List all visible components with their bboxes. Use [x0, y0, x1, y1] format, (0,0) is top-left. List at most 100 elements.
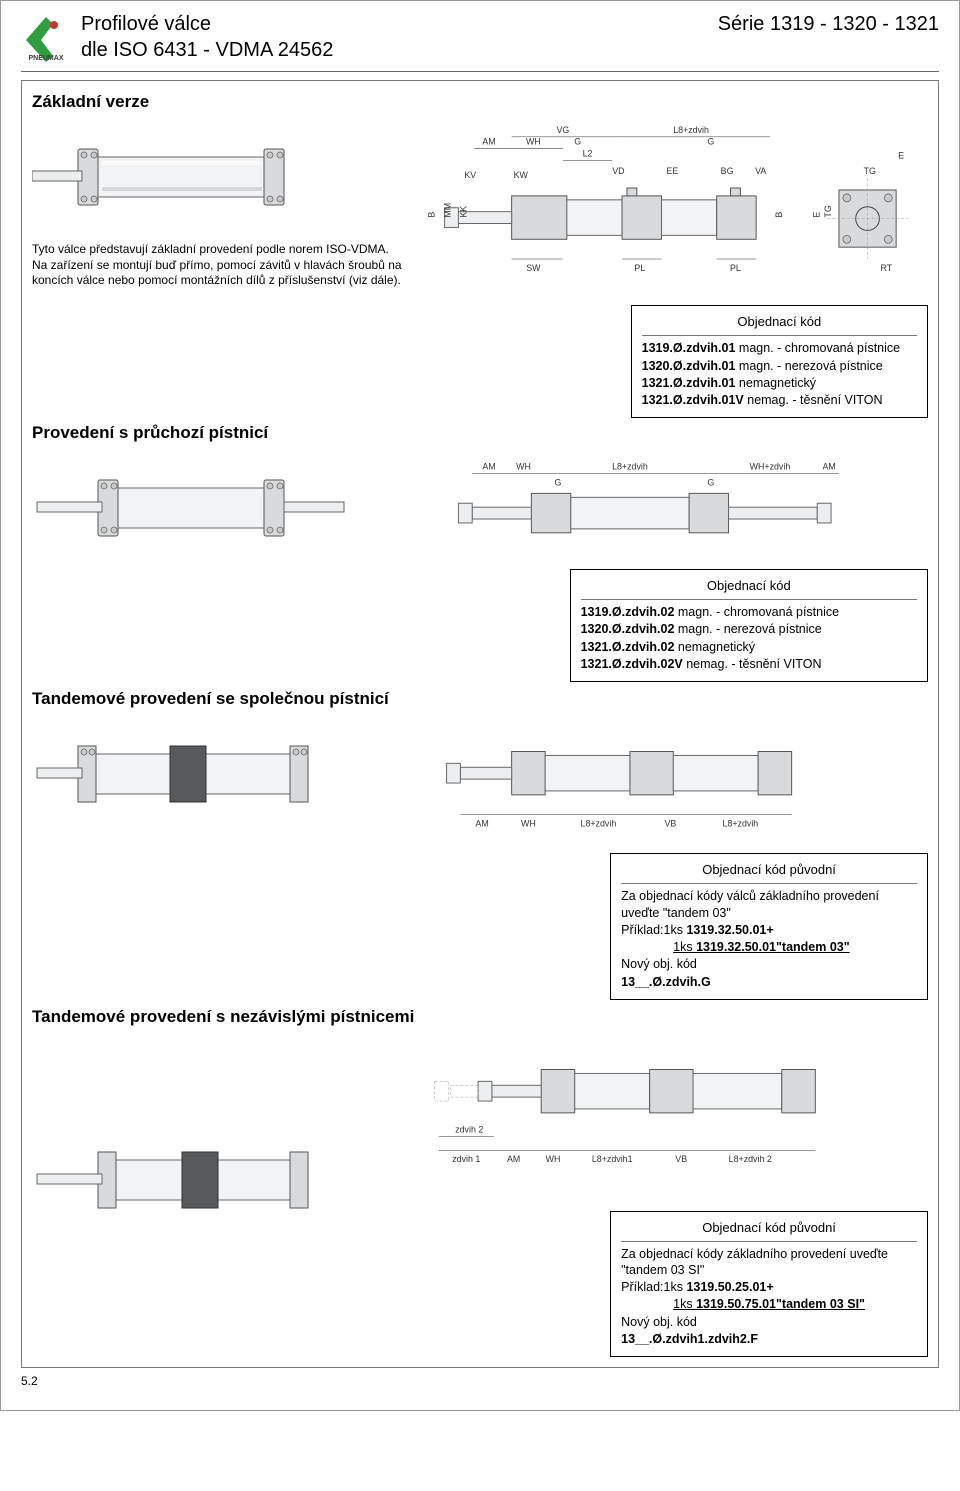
- code-3: 1321.Ø.zdvih.01: [642, 376, 736, 390]
- svg-text:WH: WH: [521, 819, 536, 829]
- svg-text:G: G: [575, 137, 582, 147]
- code-3: 1321.Ø.zdvih.02: [581, 640, 675, 654]
- svg-text:VD: VD: [612, 166, 624, 176]
- order-title: Objednací kód původní: [621, 862, 917, 884]
- new-label: Nový obj. kód: [621, 956, 917, 972]
- header-titles: Profilové válce dle ISO 6431 - VDMA 2456…: [81, 11, 333, 63]
- svg-text:G: G: [708, 137, 715, 147]
- page-header: PNEUMAX Profilové válce dle ISO 6431 - V…: [21, 11, 939, 63]
- ex1: 1319.32.50.01+: [686, 923, 773, 937]
- svg-text:PNEUMAX: PNEUMAX: [28, 55, 63, 62]
- tandem-common-tech: AM WH L8+zdvih VB L8+zdvih: [415, 716, 928, 844]
- svg-text:AM: AM: [823, 462, 836, 472]
- tandem-indep-photo: [32, 1034, 403, 1357]
- series-label: Série 1319 - 1320 - 1321: [718, 11, 939, 37]
- desc-1: magn. - chromovaná pístnice: [735, 341, 900, 355]
- order-title: Objednací kód: [581, 578, 917, 600]
- code-2: 1320.Ø.zdvih.02: [581, 622, 675, 636]
- tandem-indep-row: zdvih 2 zdvih 1 AM WH L8+zdvih1 VB L8+zd…: [32, 1034, 928, 1357]
- basic-product-render: [32, 119, 352, 229]
- ex2a: 1ks: [673, 1297, 696, 1311]
- desc-1: magn. - chromovaná pístnice: [674, 605, 839, 619]
- svg-text:WH+zdvih: WH+zdvih: [750, 462, 791, 472]
- section-basic-title: Základní verze: [32, 91, 928, 113]
- new-label: Nový obj. kód: [621, 1314, 917, 1330]
- code-2: 1320.Ø.zdvih.01: [642, 359, 736, 373]
- new-code: 13__.Ø.zdvih1.zdvih2.F: [621, 1332, 758, 1346]
- tandem-common-drawing: AM WH L8+zdvih VB L8+zdvih Objednací kód…: [415, 716, 928, 999]
- order-title: Objednací kód původní: [621, 1220, 917, 1242]
- header-rule: [21, 71, 939, 72]
- through-product-render: [32, 450, 352, 560]
- svg-text:AM: AM: [476, 819, 489, 829]
- section-tandem-common-title: Tandemové provedení se společnou pístnic…: [32, 688, 928, 710]
- basic-row-1: Tyto válce představují základní proveden…: [32, 119, 928, 418]
- svg-text:VB: VB: [676, 1154, 688, 1164]
- svg-text:E: E: [812, 212, 822, 218]
- svg-text:MM: MM: [443, 203, 453, 218]
- desc-4: nemag. - těsnění VITON: [683, 657, 822, 671]
- svg-text:RT: RT: [881, 263, 893, 273]
- section-tandem-indep-title: Tandemové provedení s nezávislými pístni…: [32, 1006, 928, 1028]
- tandem-indep-tech: zdvih 2 zdvih 1 AM WH L8+zdvih1 VB L8+zd…: [415, 1034, 928, 1182]
- svg-text:WH: WH: [516, 462, 531, 472]
- code-1: 1319.Ø.zdvih.02: [581, 605, 675, 619]
- svg-text:AM: AM: [483, 462, 496, 472]
- svg-text:VG: VG: [557, 125, 570, 135]
- svg-text:KV: KV: [465, 170, 477, 180]
- title-line-2: dle ISO 6431 - VDMA 24562: [81, 37, 333, 63]
- tandem-common-render: [32, 716, 352, 826]
- page-number: 5.2: [21, 1374, 939, 1390]
- svg-text:AM: AM: [483, 137, 496, 147]
- through-drawing-col: AM WH G L8+zdvih G WH+zdvih AM: [415, 450, 928, 565]
- tandem-indep-render: [32, 1122, 352, 1232]
- basic-photo-col: Tyto válce představují základní proveden…: [32, 119, 403, 418]
- svg-text:L8+zdvih 2: L8+zdvih 2: [729, 1154, 772, 1164]
- svg-text:KK: KK: [459, 206, 469, 218]
- catalog-page: PNEUMAX Profilové válce dle ISO 6431 - V…: [0, 0, 960, 1411]
- basic-drawing-col: VG L8+zdvih AM WH G G L2 KV KW VD EE BG: [415, 119, 928, 418]
- through-row: AM WH G L8+zdvih G WH+zdvih AM: [32, 450, 928, 565]
- svg-text:EE: EE: [667, 166, 679, 176]
- svg-text:KW: KW: [514, 170, 529, 180]
- tandem-common-photo: [32, 716, 403, 999]
- svg-text:AM: AM: [507, 1154, 520, 1164]
- code-4: 1321.Ø.zdvih.01V: [642, 393, 744, 407]
- svg-text:SW: SW: [526, 263, 541, 273]
- header-left: PNEUMAX Profilové válce dle ISO 6431 - V…: [21, 11, 333, 63]
- order-pre: Za objednací kódy válců základního prove…: [621, 888, 917, 921]
- section-basic: Základní verze Tyto válce představují zá…: [21, 80, 939, 1368]
- svg-text:TG: TG: [864, 166, 876, 176]
- svg-text:PL: PL: [730, 263, 741, 273]
- svg-text:B: B: [774, 212, 784, 218]
- ex2b: 1319.50.75.01"tandem 03 SI": [696, 1297, 865, 1311]
- svg-text:L8+zdvih: L8+zdvih: [723, 819, 759, 829]
- svg-text:L2: L2: [583, 149, 593, 159]
- code-1: 1319.Ø.zdvih.01: [642, 341, 736, 355]
- svg-text:BG: BG: [721, 166, 734, 176]
- svg-text:WH: WH: [526, 137, 541, 147]
- svg-text:VA: VA: [755, 166, 766, 176]
- section-through-title: Provedení s průchozí pístnicí: [32, 422, 928, 444]
- svg-text:B: B: [427, 212, 437, 218]
- through-order-box: Objednací kód 1319.Ø.zdvih.02 magn. - ch…: [570, 569, 928, 682]
- desc-2: magn. - nerezová pístnice: [735, 359, 882, 373]
- desc-2: magn. - nerezová pístnice: [674, 622, 821, 636]
- basic-order-box: Objednací kód 1319.Ø.zdvih.01 magn. - ch…: [631, 305, 928, 418]
- svg-text:L8+zdvih: L8+zdvih: [612, 462, 648, 472]
- new-code: 13__.Ø.zdvih.G: [621, 975, 711, 989]
- tandem-indep-order: Objednací kód původní Za objednací kódy …: [610, 1211, 928, 1357]
- tandem-common-row: AM WH L8+zdvih VB L8+zdvih Objednací kód…: [32, 716, 928, 999]
- svg-text:G: G: [708, 478, 715, 488]
- svg-text:L8+zdvih: L8+zdvih: [581, 819, 617, 829]
- svg-text:zdvih 2: zdvih 2: [455, 1124, 483, 1134]
- order-pre: Za objednací kódy základního provedení u…: [621, 1246, 917, 1279]
- svg-text:zdvih 1: zdvih 1: [453, 1154, 481, 1164]
- ex2a: 1ks: [673, 940, 696, 954]
- through-tech-drawing: AM WH G L8+zdvih G WH+zdvih AM: [415, 450, 928, 549]
- code-4: 1321.Ø.zdvih.02V: [581, 657, 683, 671]
- through-photo-col: [32, 450, 403, 565]
- tandem-indep-drawing: zdvih 2 zdvih 1 AM WH L8+zdvih1 VB L8+zd…: [415, 1034, 928, 1357]
- desc-3: nemagnetický: [674, 640, 755, 654]
- desc-4: nemag. - těsnění VITON: [744, 393, 883, 407]
